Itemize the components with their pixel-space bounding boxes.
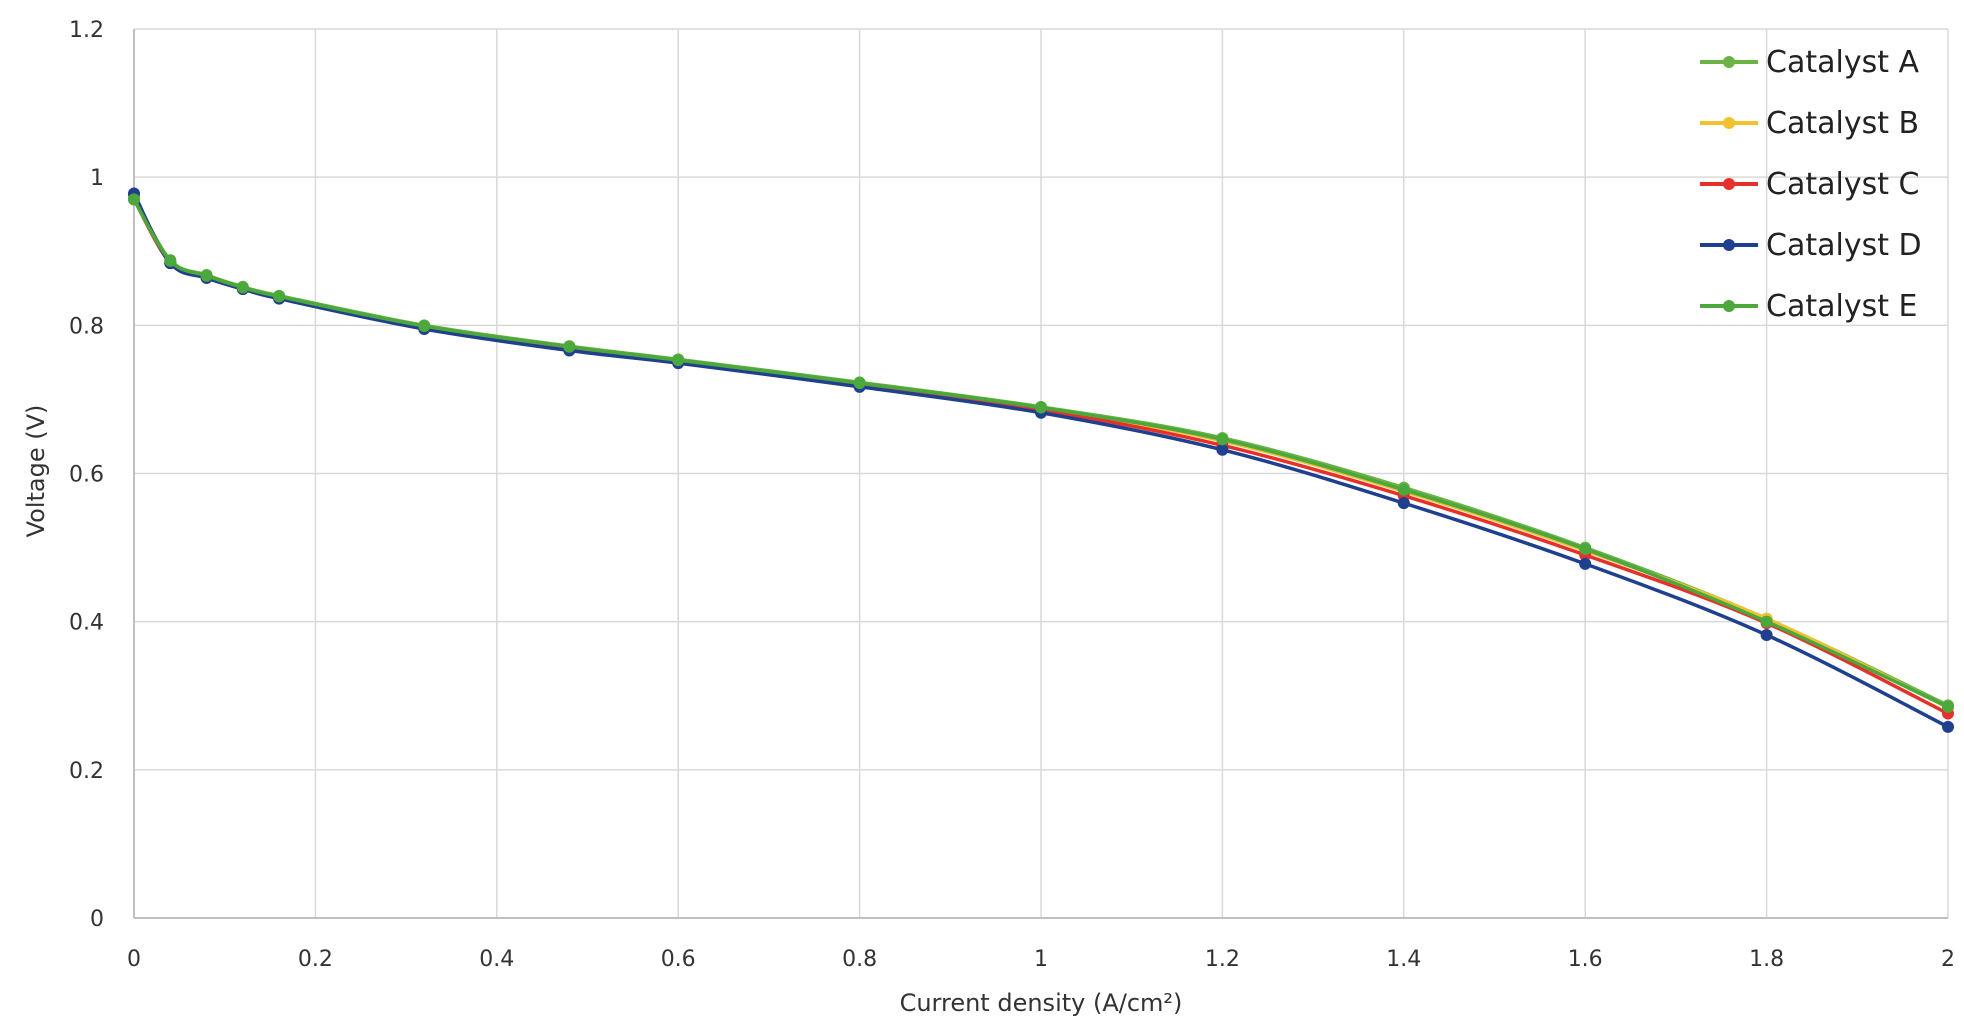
data-point	[853, 377, 866, 390]
legend-swatch-marker	[1723, 300, 1735, 312]
series-catalyst-e	[128, 193, 1954, 713]
legend-label: Catalyst C	[1766, 167, 1919, 202]
data-point	[1397, 483, 1410, 496]
legend-swatch-marker	[1723, 178, 1735, 190]
x-tick-label: 0.4	[479, 947, 514, 972]
legend: Catalyst A Catalyst B Catalyst C Catalyst D…	[1700, 45, 1922, 324]
x-tick-label: 0	[127, 947, 141, 972]
x-tick-label: 2	[1941, 947, 1955, 972]
data-point	[164, 254, 177, 267]
x-tick-label: 0.8	[842, 947, 877, 972]
legend-entry: Catalyst D	[1700, 228, 1922, 263]
data-point	[1579, 543, 1592, 556]
data-point	[418, 320, 431, 333]
y-tick-label: 1	[90, 166, 104, 191]
x-tick-label: 1.4	[1386, 947, 1421, 972]
y-tick-label: 0.8	[69, 314, 104, 339]
data-point	[273, 290, 286, 303]
data-point	[236, 281, 249, 294]
legend-entry: Catalyst C	[1700, 167, 1919, 202]
y-tick-label: 0.6	[69, 463, 104, 488]
x-tick-label: 1.8	[1749, 947, 1784, 972]
data-point	[200, 269, 213, 282]
data-point	[1216, 443, 1229, 456]
data-point	[563, 340, 576, 353]
y-tick-label: 1.2	[69, 18, 104, 43]
legend-label: Catalyst E	[1766, 289, 1917, 324]
legend-swatch-marker	[1723, 239, 1735, 251]
legend-entry: Catalyst E	[1700, 289, 1917, 324]
legend-label: Catalyst A	[1766, 45, 1919, 80]
data-point	[1760, 629, 1773, 642]
data-point	[1942, 700, 1954, 713]
axes: Voltage (V) Current density (A/cm²) 0 0.2…	[22, 18, 1955, 1017]
y-tick-label: 0.4	[69, 611, 104, 636]
legend-label: Catalyst B	[1766, 106, 1919, 141]
x-tick-label: 0.6	[661, 947, 696, 972]
data-point	[1035, 401, 1047, 414]
legend-entry: Catalyst B	[1700, 106, 1919, 141]
data-point	[1216, 433, 1229, 446]
data-point	[1397, 497, 1410, 510]
x-tick-label: 0.2	[298, 947, 333, 972]
legend-entry: Catalyst A	[1700, 45, 1919, 80]
x-tick-label: 1.2	[1205, 947, 1240, 972]
legend-label: Catalyst D	[1766, 228, 1922, 263]
data-point	[128, 193, 140, 206]
data-point	[1942, 720, 1954, 733]
y-axis-title: Voltage (V)	[22, 405, 50, 538]
data-point	[1579, 557, 1592, 570]
y-tick-label: 0	[90, 907, 104, 932]
legend-swatch-marker	[1723, 56, 1735, 68]
data-point	[1760, 615, 1773, 628]
x-tick-label: 1.6	[1568, 947, 1603, 972]
legend-swatch-marker	[1723, 117, 1735, 129]
series-lines	[128, 187, 1954, 733]
data-point	[672, 354, 685, 367]
y-tick-label: 0.2	[69, 759, 104, 784]
x-tick-label: 1	[1034, 947, 1048, 972]
x-axis-title: Current density (A/cm²)	[900, 989, 1183, 1017]
